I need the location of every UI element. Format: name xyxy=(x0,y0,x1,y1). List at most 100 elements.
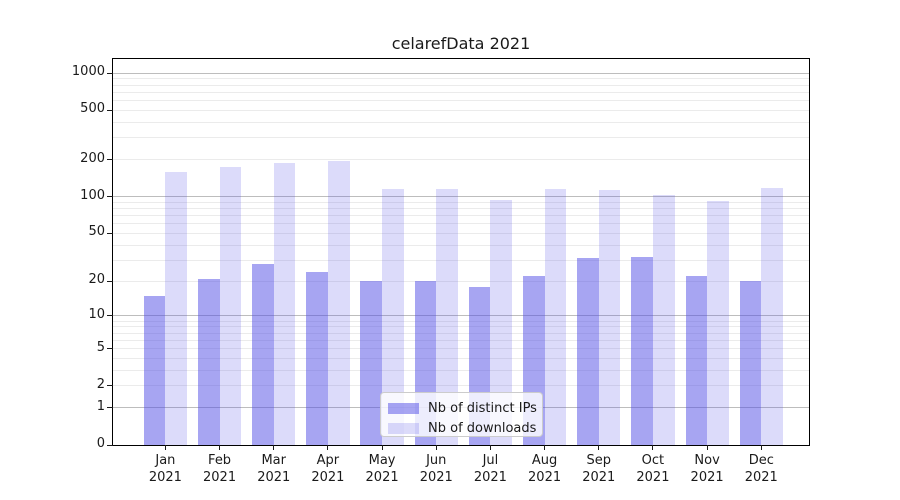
y-tick-label: 500 xyxy=(80,101,105,117)
major-gridline xyxy=(113,72,809,74)
y-tick-label: 5 xyxy=(96,339,105,355)
x-axis-tick xyxy=(652,445,654,450)
minor-gridline xyxy=(113,369,809,371)
bar-distinct-ips xyxy=(577,258,599,445)
minor-gridline xyxy=(113,91,809,93)
minor-gridline xyxy=(113,320,809,322)
minor-gridline xyxy=(113,326,809,328)
minor-gridline xyxy=(113,385,809,387)
x-axis-tick xyxy=(381,445,383,450)
y-axis-tick xyxy=(107,232,113,234)
minor-gridline xyxy=(113,259,809,261)
legend-swatch-downloads xyxy=(388,422,419,434)
bar-distinct-ips xyxy=(739,281,762,445)
x-tick-label: Apr 2021 xyxy=(311,453,345,485)
y-axis-tick xyxy=(107,109,113,111)
x-tick-label: Mar 2021 xyxy=(257,453,291,485)
bar-distinct-ips xyxy=(252,263,274,445)
x-axis-tick xyxy=(760,445,762,450)
y-tick-label: 50 xyxy=(88,224,105,240)
x-axis-tick xyxy=(544,445,546,450)
minor-gridline xyxy=(113,232,809,234)
x-tick-label: Jul 2021 xyxy=(473,453,507,485)
bar-downloads xyxy=(490,199,512,445)
y-axis-tick xyxy=(107,407,113,409)
x-tick-label: Jun 2021 xyxy=(419,453,453,485)
y-tick-label: 200 xyxy=(80,150,105,166)
minor-gridline xyxy=(113,100,809,102)
x-tick-label: Dec 2021 xyxy=(744,453,778,485)
legend-swatch-distinct-ips xyxy=(388,402,419,414)
minor-gridline xyxy=(113,339,809,341)
x-axis-tick xyxy=(273,445,275,450)
minor-gridline xyxy=(113,78,809,80)
x-axis-tick xyxy=(164,445,166,450)
y-tick-label: 1000 xyxy=(71,64,105,80)
bar-distinct-ips xyxy=(306,271,328,445)
y-tick-label: 2 xyxy=(96,376,105,392)
x-axis-tick xyxy=(598,445,600,450)
major-gridline xyxy=(113,196,809,198)
bar-distinct-ips xyxy=(631,256,653,445)
y-tick-label: 20 xyxy=(88,272,105,288)
minor-gridline xyxy=(113,280,809,282)
minor-gridline xyxy=(113,137,809,139)
minor-gridline xyxy=(113,215,809,217)
bar-downloads xyxy=(219,166,242,445)
minor-gridline xyxy=(113,84,809,86)
y-axis-tick xyxy=(107,385,113,387)
x-tick-label: Jan 2021 xyxy=(148,453,182,485)
x-tick-label: Sep 2021 xyxy=(582,453,616,485)
legend: Nb of distinct IPs Nb of downloads xyxy=(380,392,543,437)
y-tick-label: 0 xyxy=(96,436,105,451)
y-tick-label: 10 xyxy=(88,306,105,322)
minor-gridline xyxy=(113,207,809,209)
x-axis-tick xyxy=(219,445,221,450)
bar-downloads xyxy=(436,189,458,445)
legend-item-distinct-ips: Nb of distinct IPs xyxy=(388,398,542,418)
bar-downloads xyxy=(761,188,783,445)
bar-downloads xyxy=(652,194,675,445)
legend-label-downloads: Nb of downloads xyxy=(428,420,537,436)
y-axis-tick xyxy=(107,348,113,350)
minor-gridline xyxy=(113,332,809,334)
y-axis-tick xyxy=(107,159,113,161)
x-axis-tick xyxy=(435,445,437,450)
y-axis-tick xyxy=(107,196,113,198)
legend-label-distinct-ips: Nb of distinct IPs xyxy=(428,400,537,416)
bar-distinct-ips xyxy=(143,295,166,445)
y-axis-tick xyxy=(107,72,113,74)
y-axis-tick xyxy=(107,315,113,317)
y-tick-label: 100 xyxy=(80,187,105,203)
bar-downloads xyxy=(544,189,567,445)
chart-title: celarefData 2021 xyxy=(391,34,531,53)
bar-downloads xyxy=(327,161,350,445)
minor-gridline xyxy=(113,357,809,359)
x-axis-tick xyxy=(489,445,491,450)
x-tick-label: May 2021 xyxy=(365,453,399,485)
bar-downloads xyxy=(707,201,729,445)
x-tick-label: Nov 2021 xyxy=(690,453,724,485)
bar-distinct-ips xyxy=(197,278,220,445)
legend-item-downloads: Nb of downloads xyxy=(388,418,542,438)
x-tick-label: Oct 2021 xyxy=(636,453,670,485)
x-tick-label: Aug 2021 xyxy=(528,453,562,485)
major-gridline xyxy=(113,315,809,317)
minor-gridline xyxy=(113,159,809,161)
bar-downloads xyxy=(165,172,187,445)
y-axis-tick xyxy=(107,280,113,282)
minor-gridline xyxy=(113,223,809,225)
bar-downloads xyxy=(382,189,404,445)
bar-downloads xyxy=(598,189,621,445)
minor-gridline xyxy=(113,244,809,246)
x-tick-label: Feb 2021 xyxy=(203,453,237,485)
bar-downloads xyxy=(273,163,296,445)
bar-distinct-ips xyxy=(685,276,708,445)
y-tick-label: 1 xyxy=(96,398,105,414)
x-axis-tick xyxy=(327,445,329,450)
minor-gridline xyxy=(113,348,809,350)
bar-distinct-ips xyxy=(360,281,383,445)
minor-gridline xyxy=(113,109,809,111)
x-axis-tick xyxy=(706,445,708,450)
